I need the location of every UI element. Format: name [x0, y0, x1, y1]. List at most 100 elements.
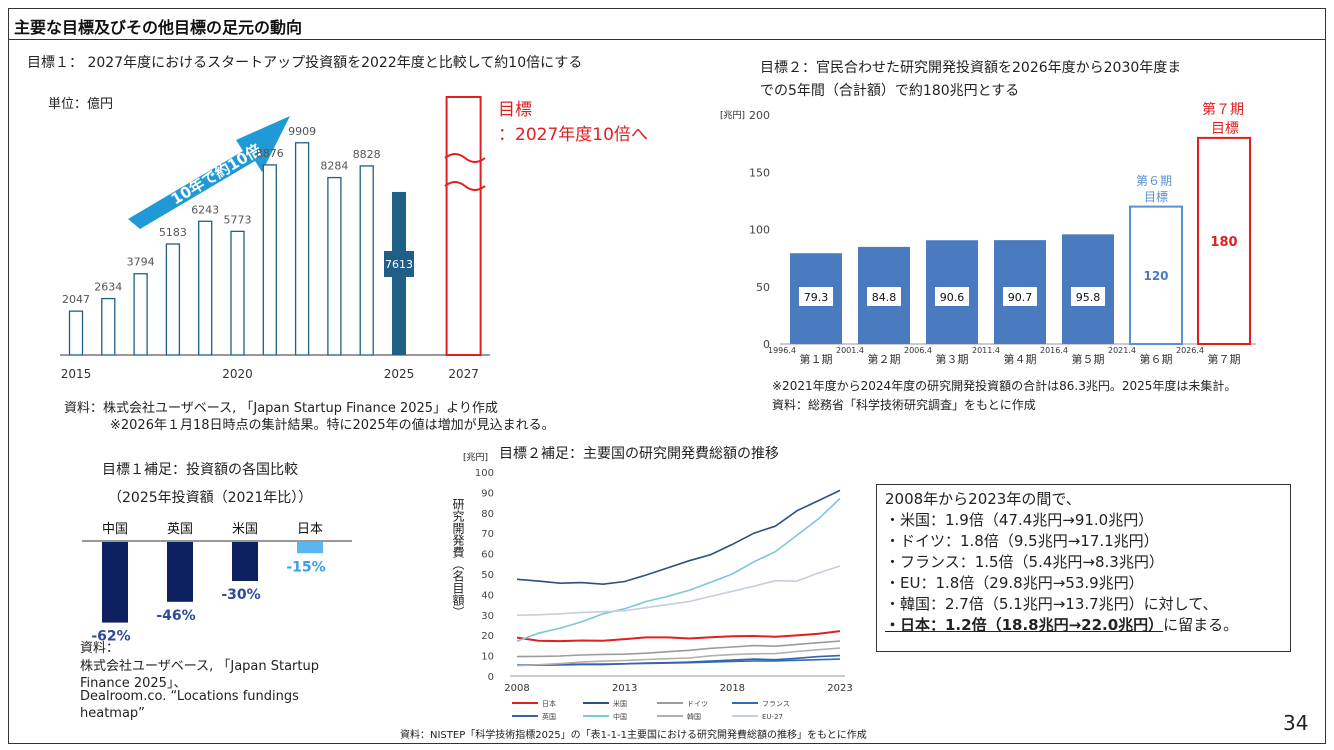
c3-bar-1	[167, 542, 193, 602]
summary-line-7: ・日本：1.2倍（18.8兆円→22.0兆円）に留まる。	[885, 615, 1282, 636]
goal1-supp-source-line3: Dealroom.co. “Locations fundings	[80, 689, 299, 704]
c2-value-box-2	[867, 287, 901, 306]
goal2-source: 資料：総務省「科学技術研究調査」をもとに作成	[772, 398, 1036, 412]
c2-xtick-4: 第４期	[1004, 352, 1037, 366]
goal1-supp-source-label: 資料：	[80, 641, 120, 656]
c2-period-start-7: 2026.4	[1176, 346, 1204, 355]
c4-legend-label-3: フランス	[762, 700, 790, 708]
c2-ytick-0: 0	[763, 338, 770, 351]
goal1-supp-source-line1: 株式会社ユーザベース, 「Japan Startup	[80, 659, 319, 674]
page-number: 34	[1283, 711, 1309, 735]
summary-line-4: ・フランス：1.5倍（5.4兆円→8.3兆円）	[885, 553, 1164, 571]
c4-ytick-100: 100	[475, 468, 494, 479]
goal2-p6-sublabel: 目標	[1144, 190, 1169, 204]
summary-line-3: ・ドイツ：1.8倍（9.5兆円→17.1兆円）	[885, 532, 1159, 550]
c1-bar-2015	[68, 310, 84, 356]
c2-value-2: 84.8	[872, 291, 897, 304]
c4-ytick-70: 70	[481, 529, 494, 540]
c4-series-line-7	[516, 565, 841, 616]
slide-title: 主要な目標及びその他目標の足元の動向	[14, 18, 303, 37]
c1-arrow-text: 10年で約10倍	[168, 141, 264, 209]
c4-legend-label-5: 中国	[613, 712, 627, 721]
c1-value-box	[384, 251, 414, 277]
slide-header: 主要な目標及びその他目標の足元の動向	[8, 8, 1326, 40]
c2-period-start-3: 2006.4	[904, 346, 932, 355]
c4-legend-label-2: ドイツ	[687, 700, 708, 708]
c1-bar-2021	[262, 164, 277, 356]
c2-period-start-5: 2016.4	[1040, 346, 1068, 355]
c2-bar-6	[1129, 205, 1183, 345]
c3-value-2: -30%	[221, 587, 260, 603]
c2-value-7: 180	[1210, 235, 1237, 250]
c2-value-6: 120	[1143, 269, 1168, 283]
goal2-heading-line2: での5年間（合計額）で約180兆円とする	[760, 83, 1020, 99]
c4-series-line-6	[516, 647, 841, 667]
c1-value-2024: 8828	[353, 148, 381, 161]
c3-cat-2: 米国	[232, 522, 258, 537]
c1-xtick-2015: 2015	[61, 367, 92, 381]
c4-series-line-5	[516, 497, 841, 643]
c1-bar-2017	[133, 273, 148, 356]
goal2-supp-source: 資料：NISTEP「科学技術指標2025」の「表1-1-1主要国における研究開発…	[400, 730, 867, 741]
goal2-unit: [兆円]	[720, 111, 746, 121]
c4-legend-label-7: EU-27	[762, 713, 783, 721]
c2-period-start-4: 2011.4	[972, 346, 1000, 355]
goal2-p7-sublabel: 目標	[1211, 121, 1239, 137]
c1-value-2019: 6243	[191, 203, 219, 216]
summary-box: 2008年から2023年の間で、 ・米国：1.9倍（47.4兆円→91.0兆円）…	[876, 484, 1291, 652]
c1-value-2025: 7613	[385, 258, 413, 271]
goal1-note: ※2026年１月18日時点の集計結果。特に2025年の値は増加が見込まれる。	[110, 418, 555, 433]
c2-bar-7	[1197, 136, 1251, 345]
slide-frame	[8, 8, 1326, 744]
c2-ytick-200: 200	[749, 109, 770, 122]
c2-ytick-50: 50	[756, 281, 770, 294]
c4-ytick-80: 80	[481, 509, 494, 520]
c4-series-line-1	[516, 489, 841, 586]
goal2-supp-title: 目標２補足：主要国の研究開発費総額の推移	[499, 446, 779, 462]
c4-ytick-0: 0	[488, 672, 494, 683]
c2-xtick-2: 第２期	[868, 352, 901, 366]
c2-period-start-2: 2001.4	[836, 346, 864, 355]
c3-bar-0	[102, 542, 128, 623]
goal2-supp-ylabel: 研究開発費（名目額）	[451, 498, 465, 618]
c1-bar-2019	[198, 220, 213, 356]
c2-value-box-3	[935, 287, 969, 306]
c4-legend-label-0: 日本	[542, 699, 556, 708]
goal1-unit: 単位：億円	[48, 97, 114, 112]
summary-line-2: ・米国：1.9倍（47.4兆円→91.0兆円）	[885, 511, 1154, 529]
c3-value-0: -62%	[91, 629, 130, 645]
c2-xtick-5: 第５期	[1072, 352, 1105, 366]
c2-value-1: 79.3	[804, 291, 829, 304]
summary-line-6: ・韓国：2.7倍（5.1兆円→13.7兆円）に対して、	[885, 595, 1218, 613]
c4-xtick-2013: 2013	[612, 683, 637, 694]
c2-value-3: 90.6	[940, 291, 965, 304]
c3-value-1: -46%	[156, 608, 195, 624]
c1-bar-2016	[101, 297, 116, 356]
goal1-target-label: 目標	[498, 100, 532, 120]
c1-target-bar	[445, 96, 482, 356]
c1-bar-2023	[327, 176, 342, 356]
c1-value-2020: 5773	[224, 213, 252, 226]
c4-legend-label-4: 英国	[542, 712, 556, 721]
c4-series-line-2	[516, 640, 841, 658]
goal1-supp-title: 目標１補足：投資額の各国比較	[102, 462, 298, 478]
c1-value-2021: 8876	[256, 147, 284, 160]
c1-bar-2022	[294, 142, 310, 356]
c1-growth-arrow	[128, 116, 290, 229]
c2-value-box-4	[1003, 287, 1037, 306]
c1-value-2022: 9909	[288, 125, 316, 138]
goal1-heading: 目標１： 2027年度におけるスタートアップ投資額を2022年度と比較して約10…	[27, 55, 583, 71]
c3-value-3: -15%	[286, 559, 325, 575]
c1-break-mark-1	[444, 153, 486, 163]
goal2-p7-label: 第７期	[1202, 102, 1244, 118]
c4-ytick-20: 20	[481, 631, 494, 642]
c4-ytick-50: 50	[481, 570, 494, 581]
c4-ytick-10: 10	[481, 652, 494, 663]
c1-value-2015: 2047	[62, 293, 90, 306]
c3-cat-0: 中国	[102, 522, 128, 537]
c2-xtick-3: 第３期	[936, 352, 969, 366]
c3-bar-2	[232, 542, 258, 581]
goal1-supp-subtitle: （2025年投資額（2021年比））	[108, 490, 313, 506]
c3-bar-3	[297, 542, 323, 554]
